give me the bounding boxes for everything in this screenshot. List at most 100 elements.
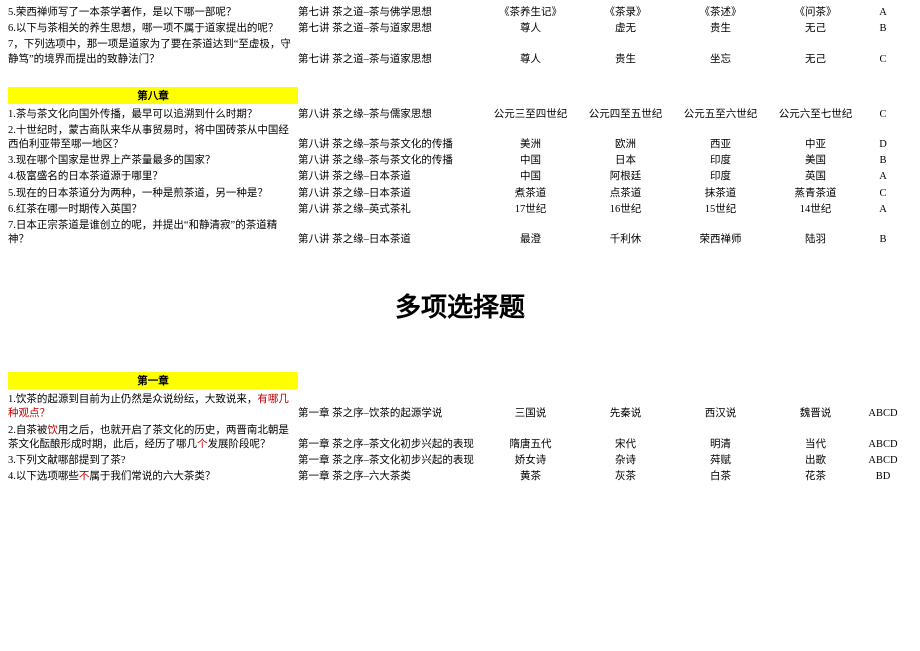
question-row: 6.红茶在哪一时期传入英国？第八讲 茶之缘–英式茶礼17世纪16世纪15世纪14… xyxy=(8,203,912,217)
question-row: 1.饮茶的起源到目前为止仍然是众说纷纭，大致说来，有哪几种观点？第一章 茶之序–… xyxy=(8,393,912,421)
question-text: 4.极富盛名的日本茶道源于哪里？ xyxy=(8,170,298,184)
answer-text: A xyxy=(863,6,903,20)
source-text: 第一章 茶之序–六大茶类 xyxy=(298,470,483,484)
question-text: 6.以下与茶相关的养生思想，哪一项不属于道家提出的呢？ xyxy=(8,22,298,36)
answer-text: A xyxy=(863,170,903,184)
question-row: 6.以下与茶相关的养生思想，哪一项不属于道家提出的呢？第七讲 茶之道–茶与道家思… xyxy=(8,22,912,36)
option-d: 陆羽 xyxy=(768,233,863,247)
option-d: 公元六至七世纪 xyxy=(768,108,863,122)
question-text: 5.荣西禅师写了一本茶学著作，是以下哪一部呢？ xyxy=(8,6,298,20)
answer-text: ABCD xyxy=(863,438,903,452)
option-b: 《茶录》 xyxy=(578,6,673,20)
option-b: 公元四至五世纪 xyxy=(578,108,673,122)
option-d: 《问茶》 xyxy=(768,6,863,20)
option-c: 15世纪 xyxy=(673,203,768,217)
answer-text: B xyxy=(863,22,903,36)
source-text: 第七讲 茶之道–茶与道家思想 xyxy=(298,22,483,36)
option-c: 白茶 xyxy=(673,470,768,484)
source-text: 第八讲 茶之缘–日本茶道 xyxy=(298,233,483,247)
option-c: 《茶述》 xyxy=(673,6,768,20)
multi-choice-title: 多项选择题 xyxy=(8,287,912,324)
option-a: 尊人 xyxy=(483,53,578,67)
option-a: 娇女诗 xyxy=(483,454,578,468)
option-a: 中国 xyxy=(483,154,578,168)
question-text: 7，下列选项中，那一项是道家为了要在茶道达到“至虚极，守静笃”的境界而提出的致静… xyxy=(8,38,298,66)
option-c: 抹茶道 xyxy=(673,187,768,201)
question-row: 4.极富盛名的日本茶道源于哪里？第八讲 茶之缘–日本茶道中国阿根廷印度英国A xyxy=(8,170,912,184)
question-row: 2.十世纪时，蒙古商队来华从事贸易时，将中国砖茶从中国经西伯利亚带至哪一地区？第… xyxy=(8,124,912,152)
option-a: 黄茶 xyxy=(483,470,578,484)
source-text: 第一章 茶之序–饮茶的起源学说 xyxy=(298,407,483,421)
option-c: 贵生 xyxy=(673,22,768,36)
option-c: 西汉说 xyxy=(673,407,768,421)
answer-text: ABCD xyxy=(863,454,903,468)
option-a: 煮茶道 xyxy=(483,187,578,201)
question-row: 5.现在的日本茶道分为两种，一种是煎茶道，另一种是？第八讲 茶之缘–日本茶道煮茶… xyxy=(8,187,912,201)
question-text: 6.红茶在哪一时期传入英国？ xyxy=(8,203,298,217)
question-text: 7.日本正宗茶道是谁创立的呢，并提出“和静清寂”的茶道精神？ xyxy=(8,219,298,247)
source-text: 第七讲 茶之道–茶与佛学思想 xyxy=(298,6,483,20)
source-text: 第八讲 茶之缘–茶与儒家思想 xyxy=(298,108,483,122)
option-d: 无己 xyxy=(768,22,863,36)
option-c: 印度 xyxy=(673,154,768,168)
option-a: 三国说 xyxy=(483,407,578,421)
option-d: 蒸青茶道 xyxy=(768,187,863,201)
source-text: 第一章 茶之序–茶文化初步兴起的表现 xyxy=(298,454,483,468)
source-text: 第八讲 茶之缘–茶与茶文化的传播 xyxy=(298,138,483,152)
option-c: 坐忘 xyxy=(673,53,768,67)
option-d: 14世纪 xyxy=(768,203,863,217)
question-row: 4.以下选项哪些不属于我们常说的六大茶类？第一章 茶之序–六大茶类黄茶灰茶白茶花… xyxy=(8,470,912,484)
option-c: 公元五至六世纪 xyxy=(673,108,768,122)
option-a: 《茶养生记》 xyxy=(483,6,578,20)
answer-text: ABCD xyxy=(863,407,903,421)
option-a: 美洲 xyxy=(483,138,578,152)
option-d: 中亚 xyxy=(768,138,863,152)
option-c: 西亚 xyxy=(673,138,768,152)
question-row: 7，下列选项中，那一项是道家为了要在茶道达到“至虚极，守静笃”的境界而提出的致静… xyxy=(8,38,912,66)
option-d: 无己 xyxy=(768,53,863,67)
question-text: 1.茶与茶文化向国外传播，最早可以追溯到什么时期？ xyxy=(8,108,298,122)
question-text: 1.饮茶的起源到目前为止仍然是众说纷纭，大致说来，有哪几种观点？ xyxy=(8,393,298,421)
answer-text: BD xyxy=(863,470,903,484)
answer-text: B xyxy=(863,154,903,168)
question-text: 3.下列文献哪部提到了茶? xyxy=(8,454,298,468)
option-b: 宋代 xyxy=(578,438,673,452)
option-a: 最澄 xyxy=(483,233,578,247)
answer-text: C xyxy=(863,108,903,122)
question-row: 2.自茶被饮用之后，也就开启了茶文化的历史，两晋南北朝是茶文化酝酿形成时期，此后… xyxy=(8,424,912,452)
option-a: 17世纪 xyxy=(483,203,578,217)
option-b: 16世纪 xyxy=(578,203,673,217)
question-text: 5.现在的日本茶道分为两种，一种是煎茶道，另一种是？ xyxy=(8,187,298,201)
source-text: 第一章 茶之序–茶文化初步兴起的表现 xyxy=(298,438,483,452)
option-d: 英国 xyxy=(768,170,863,184)
answer-text: C xyxy=(863,53,903,67)
question-text: 3.现在哪个国家是世界上产茶量最多的国家？ xyxy=(8,154,298,168)
source-text: 第七讲 茶之道–茶与道家思想 xyxy=(298,53,483,67)
option-b: 先秦说 xyxy=(578,407,673,421)
option-a: 隋唐五代 xyxy=(483,438,578,452)
answer-text: B xyxy=(863,233,903,247)
question-row: 3.现在哪个国家是世界上产茶量最多的国家？第八讲 茶之缘–茶与茶文化的传播中国日… xyxy=(8,154,912,168)
question-row: 5.荣西禅师写了一本茶学著作，是以下哪一部呢？第七讲 茶之道–茶与佛学思想《茶养… xyxy=(8,6,912,20)
question-text: 4.以下选项哪些不属于我们常说的六大茶类？ xyxy=(8,470,298,484)
answer-text: D xyxy=(863,138,903,152)
question-text: 2.自茶被饮用之后，也就开启了茶文化的历史，两晋南北朝是茶文化酝酿形成时期，此后… xyxy=(8,424,298,452)
chapter-8-header: 第八章 xyxy=(8,87,298,104)
option-a: 中国 xyxy=(483,170,578,184)
option-d: 当代 xyxy=(768,438,863,452)
option-d: 出歌 xyxy=(768,454,863,468)
chapter-1-header: 第一章 xyxy=(8,372,298,389)
option-b: 杂诗 xyxy=(578,454,673,468)
option-c: 荣西禅师 xyxy=(673,233,768,247)
source-text: 第八讲 茶之缘–日本茶道 xyxy=(298,187,483,201)
option-b: 点茶道 xyxy=(578,187,673,201)
question-text: 2.十世纪时，蒙古商队来华从事贸易时，将中国砖茶从中国经西伯利亚带至哪一地区？ xyxy=(8,124,298,152)
question-row: 3.下列文献哪部提到了茶?第一章 茶之序–茶文化初步兴起的表现娇女诗杂诗荈赋出歌… xyxy=(8,454,912,468)
question-row: 7.日本正宗茶道是谁创立的呢，并提出“和静清寂”的茶道精神？第八讲 茶之缘–日本… xyxy=(8,219,912,247)
question-row: 1.茶与茶文化向国外传播，最早可以追溯到什么时期？第八讲 茶之缘–茶与儒家思想公… xyxy=(8,108,912,122)
option-c: 明清 xyxy=(673,438,768,452)
option-b: 贵生 xyxy=(578,53,673,67)
source-text: 第八讲 茶之缘–茶与茶文化的传播 xyxy=(298,154,483,168)
option-a: 公元三至四世纪 xyxy=(483,108,578,122)
option-b: 灰茶 xyxy=(578,470,673,484)
